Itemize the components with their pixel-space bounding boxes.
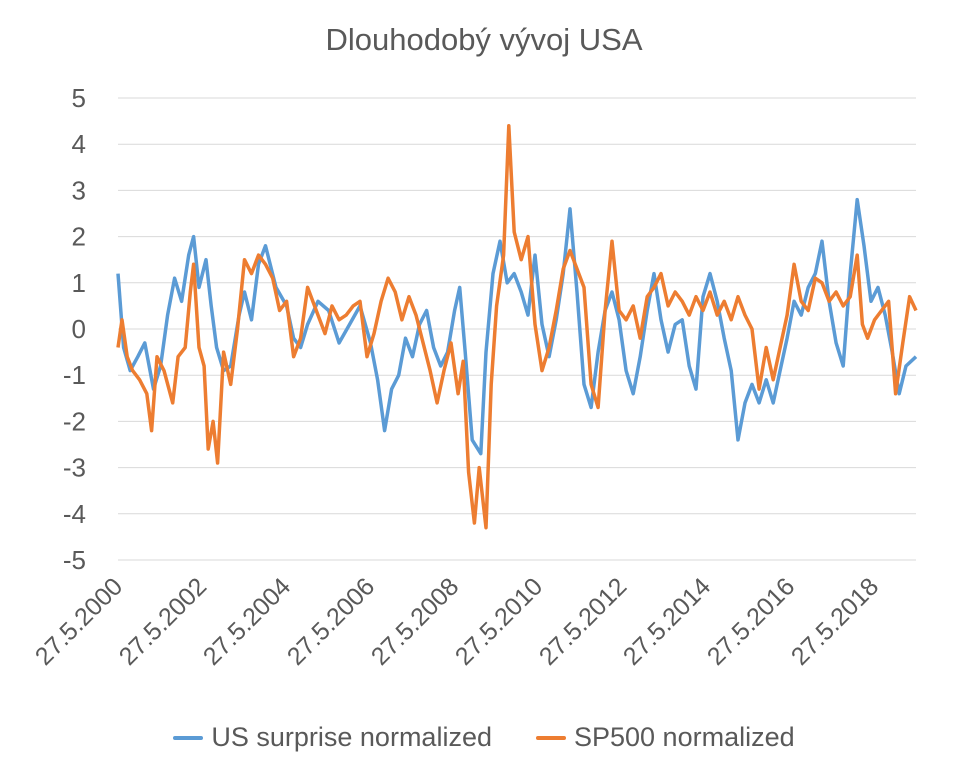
legend-label-us-surprise: US surprise normalized: [211, 722, 492, 752]
y-tick-label: -1: [63, 360, 86, 390]
y-axis-ticks: 5 4 3 2 1 0 -1 -2 -3 -4 -5: [63, 83, 86, 575]
legend: US surprise normalized SP500 normalized: [0, 722, 968, 753]
x-axis-ticks: 27.5.200027.5.200227.5.200427.5.200627.5…: [30, 572, 884, 671]
legend-swatch-us-surprise: [173, 735, 204, 740]
y-tick-label: 4: [72, 129, 86, 159]
series-line-sp500: [116, 123, 918, 530]
legend-item-us-surprise: US surprise normalized: [173, 722, 492, 753]
x-tick-label: 27.5.2004: [198, 572, 297, 671]
x-tick-label: 27.5.2010: [450, 572, 548, 670]
x-tick-label: 27.5.2014: [618, 572, 717, 671]
y-tick-label: 3: [72, 175, 86, 205]
x-tick-label: 27.5.2012: [534, 572, 632, 670]
x-tick-label: 27.5.2006: [282, 572, 380, 670]
x-tick-label: 27.5.2002: [114, 572, 212, 670]
y-tick-label: -4: [63, 499, 86, 529]
chart-title: Dlouhodobý vývoj USA: [325, 22, 643, 57]
series-lines: [116, 123, 918, 530]
y-tick-label: -2: [63, 406, 86, 436]
legend-label-sp500: SP500 normalized: [573, 722, 795, 752]
gridlines: [118, 97, 916, 561]
y-tick-label: 2: [72, 222, 86, 252]
x-tick-label: 27.5.2008: [366, 572, 464, 670]
y-tick-label: 0: [72, 314, 86, 344]
legend-swatch-sp500: [535, 735, 566, 740]
x-tick-label: 27.5.2018: [786, 572, 884, 670]
x-tick-label: 27.5.2016: [702, 572, 800, 670]
x-tick-label: 27.5.2000: [30, 572, 128, 670]
y-tick-label: 5: [72, 83, 86, 113]
legend-item-sp500: SP500 normalized: [535, 722, 795, 753]
y-tick-label: 1: [72, 268, 86, 298]
y-tick-label: -5: [63, 545, 86, 575]
y-tick-label: -3: [63, 453, 86, 483]
